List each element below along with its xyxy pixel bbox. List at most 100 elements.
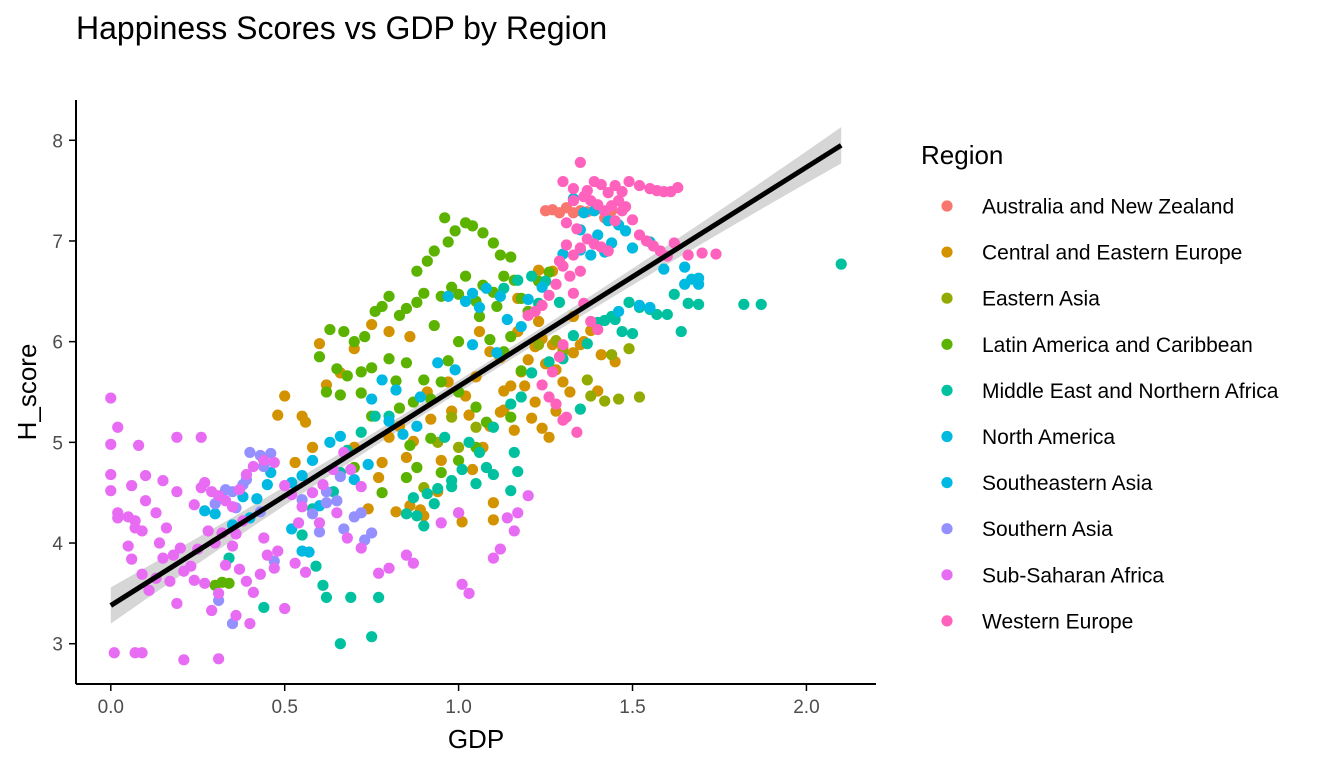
- data-point: [306, 487, 319, 499]
- data-point: [543, 391, 555, 403]
- data-point: [355, 481, 367, 493]
- data-point: [505, 251, 517, 263]
- data-point: [574, 156, 586, 169]
- data-point: [428, 498, 440, 510]
- data-point: [543, 431, 555, 443]
- data-point: [508, 446, 520, 459]
- data-point: [484, 334, 496, 346]
- data-point: [171, 597, 183, 610]
- data-point: [581, 338, 593, 350]
- data-point: [400, 471, 413, 484]
- data-point: [317, 479, 329, 491]
- data-point: [341, 370, 353, 382]
- data-point: [268, 562, 280, 574]
- data-point: [404, 331, 416, 343]
- data-point: [515, 391, 527, 403]
- data-point: [536, 281, 548, 293]
- data-point: [623, 175, 635, 188]
- data-point: [366, 393, 378, 405]
- data-point: [487, 514, 499, 526]
- legend-label: Middle East and Northern Africa: [982, 380, 1279, 403]
- data-point: [219, 559, 232, 571]
- data-point: [470, 421, 482, 433]
- data-point: [682, 249, 694, 261]
- legend-label: Central and Eastern Europe: [982, 242, 1242, 265]
- data-point: [442, 236, 454, 248]
- data-point: [498, 270, 510, 282]
- data-point: [251, 493, 263, 505]
- data-point: [494, 290, 506, 302]
- data-point: [505, 411, 517, 423]
- data-point: [157, 552, 169, 564]
- legend-label: Southeastern Asia: [982, 472, 1153, 495]
- legend-swatch: [941, 292, 953, 304]
- data-point: [310, 560, 322, 572]
- data-point: [213, 587, 225, 599]
- data-point: [160, 522, 173, 534]
- data-point: [526, 270, 538, 282]
- data-point: [139, 495, 152, 507]
- data-point: [400, 549, 413, 561]
- data-point: [338, 523, 350, 535]
- data-point: [258, 532, 270, 544]
- legend-item: Sub-Saharan Africa: [941, 564, 1164, 587]
- data-point: [446, 481, 458, 493]
- data-point: [456, 516, 468, 528]
- legend-item: Australia and New Zealand: [941, 196, 1234, 219]
- legend-item: Central and Eastern Europe: [941, 242, 1242, 265]
- legend-item: North America: [941, 426, 1115, 449]
- data-point: [446, 411, 458, 423]
- data-point: [574, 242, 586, 254]
- y-tick-label: 7: [52, 232, 63, 253]
- data-point: [164, 575, 176, 587]
- data-point: [390, 506, 402, 518]
- data-point: [512, 465, 524, 478]
- data-point: [258, 454, 270, 467]
- data-point: [453, 507, 465, 519]
- data-point: [463, 409, 475, 421]
- data-point: [487, 468, 499, 481]
- data-point: [574, 265, 586, 277]
- data-point: [366, 318, 378, 331]
- x-tick-label: 1.0: [445, 697, 471, 718]
- data-point: [105, 438, 117, 450]
- data-point: [390, 375, 402, 387]
- data-point: [112, 421, 124, 433]
- data-point: [512, 274, 524, 286]
- data-point: [835, 258, 847, 270]
- data-point: [376, 456, 388, 469]
- data-point: [609, 215, 621, 227]
- data-point: [453, 441, 465, 453]
- data-point: [331, 363, 343, 375]
- data-point: [616, 205, 628, 217]
- y-tick-label: 5: [52, 433, 63, 454]
- data-point: [320, 497, 333, 509]
- data-point: [494, 249, 506, 261]
- data-point: [668, 288, 680, 300]
- legend-item: Eastern Asia: [941, 288, 1100, 311]
- data-point: [432, 357, 444, 369]
- data-point: [171, 431, 183, 443]
- data-point: [505, 331, 517, 343]
- data-point: [355, 542, 367, 554]
- data-point: [348, 336, 360, 348]
- data-point: [157, 475, 169, 487]
- data-point: [306, 508, 319, 520]
- data-point: [355, 426, 367, 438]
- legend-swatch: [941, 523, 953, 535]
- data-point: [366, 631, 378, 643]
- data-point: [244, 446, 256, 459]
- data-point: [633, 299, 646, 312]
- data-point: [435, 466, 447, 479]
- data-point: [672, 182, 684, 194]
- data-point: [498, 385, 510, 397]
- data-point: [400, 302, 413, 315]
- data-point: [393, 309, 406, 322]
- data-point: [411, 296, 423, 308]
- data-point: [616, 186, 628, 198]
- data-point: [313, 526, 326, 538]
- data-point: [195, 431, 207, 443]
- data-point: [383, 415, 395, 427]
- data-point: [320, 386, 333, 398]
- legend: Region Australia and New Zealand Central …: [921, 140, 1279, 633]
